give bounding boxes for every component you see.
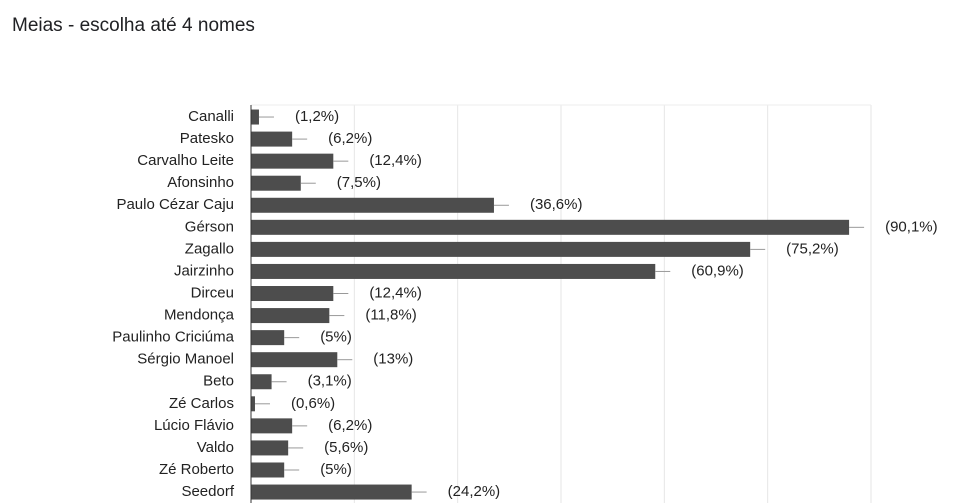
bar bbox=[251, 153, 334, 169]
data-label: (5%) bbox=[320, 461, 352, 478]
data-label: (24,2%) bbox=[448, 483, 501, 500]
data-label: (11,8%) bbox=[365, 307, 416, 324]
bar bbox=[251, 175, 301, 191]
y-tick-label: Gérson bbox=[185, 218, 234, 235]
y-tick-label: Dirceu bbox=[191, 284, 234, 301]
y-tick-label: Lúcio Flávio bbox=[154, 417, 234, 434]
y-tick-label: Zé Carlos bbox=[169, 395, 234, 412]
y-tick-label: Carvalho Leite bbox=[137, 152, 234, 169]
data-label: (5%) bbox=[320, 329, 352, 346]
bar bbox=[251, 484, 412, 500]
data-label: (7,5%) bbox=[337, 174, 381, 191]
y-tick-label: Mendonça bbox=[164, 307, 235, 324]
bar bbox=[251, 131, 293, 147]
bar bbox=[251, 241, 751, 257]
data-label: (3,1%) bbox=[308, 373, 352, 390]
data-label: (12,4%) bbox=[369, 152, 422, 169]
bar bbox=[251, 462, 285, 478]
bar bbox=[251, 263, 656, 279]
y-tick-label: Paulinho Criciúma bbox=[112, 329, 234, 346]
y-tick-label: Zé Roberto bbox=[159, 461, 234, 478]
y-tick-label: Valdo bbox=[197, 439, 234, 456]
bar bbox=[251, 308, 330, 324]
data-label: (60,9%) bbox=[691, 262, 744, 279]
y-tick-label: Canalli bbox=[188, 108, 234, 125]
bar bbox=[251, 219, 850, 235]
data-label: (5,6%) bbox=[324, 439, 368, 456]
bar bbox=[251, 197, 494, 213]
y-tick-label: Afonsinho bbox=[167, 174, 234, 191]
y-tick-label: Zagallo bbox=[185, 240, 234, 257]
bar bbox=[251, 374, 272, 390]
bar bbox=[251, 286, 334, 302]
data-label: (6,2%) bbox=[328, 130, 372, 147]
bar bbox=[251, 418, 293, 434]
y-tick-label: Paulo Cézar Caju bbox=[116, 196, 234, 213]
bar bbox=[251, 109, 259, 125]
y-tick-label: Jairzinho bbox=[174, 262, 234, 279]
data-label: (0,6%) bbox=[291, 395, 335, 412]
data-label: (36,6%) bbox=[530, 196, 583, 213]
y-tick-label: Beto bbox=[203, 373, 234, 390]
data-label: (1,2%) bbox=[295, 108, 339, 125]
y-tick-label: Seedorf bbox=[181, 483, 234, 500]
data-label: (75,2%) bbox=[786, 240, 839, 257]
data-label: (12,4%) bbox=[369, 284, 422, 301]
data-label: (13%) bbox=[373, 351, 413, 368]
bar bbox=[251, 330, 285, 346]
bar bbox=[251, 396, 255, 412]
bar bbox=[251, 440, 289, 456]
data-label: (90,1%) bbox=[885, 218, 938, 235]
y-tick-label: Sérgio Manoel bbox=[137, 351, 234, 368]
y-tick-label: Patesko bbox=[180, 130, 234, 147]
chart-title: Meias - escolha até 4 nomes bbox=[12, 15, 255, 36]
data-label: (6,2%) bbox=[328, 417, 372, 434]
bar bbox=[251, 352, 338, 368]
